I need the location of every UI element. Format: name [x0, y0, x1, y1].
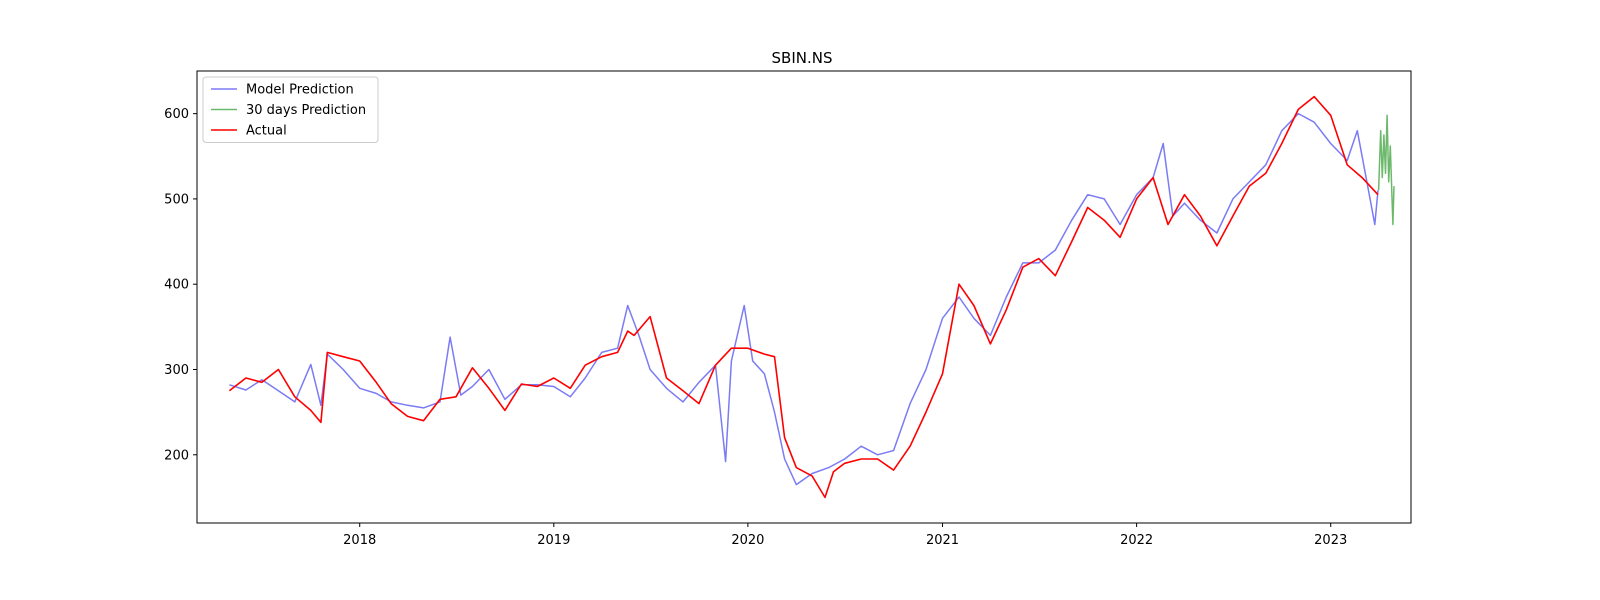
legend-box [202, 76, 379, 143]
y-tick-label: 400 [164, 278, 189, 293]
legend-label: Actual [246, 124, 287, 139]
x-tick-label: 2019 [537, 533, 570, 548]
x-tick-label: 2020 [731, 533, 764, 548]
series-line-30-days-prediction [1377, 114, 1395, 226]
series-line-actual [228, 95, 1379, 499]
axes-layer: 2018 2019 2020 2021 2022 2023 200 300 400 500 600 [164, 107, 1347, 548]
series-layer [228, 95, 1395, 499]
x-tick-label: 2022 [1120, 533, 1153, 548]
y-tick-label: 300 [164, 363, 189, 378]
x-tick-label: 2021 [926, 533, 959, 548]
y-tick-label: 200 [164, 448, 189, 463]
plot-frame [196, 70, 1412, 524]
series-line-model-prediction [229, 112, 1379, 486]
chart-title: SBIN.NS [772, 49, 833, 67]
x-tick-label: 2023 [1314, 533, 1347, 548]
y-tick-label: 500 [164, 192, 189, 207]
y-tick-label: 600 [164, 107, 189, 122]
legend-label: Model Prediction [246, 83, 354, 98]
x-tick-label: 2018 [343, 533, 376, 548]
legend-label: 30 days Prediction [246, 103, 366, 118]
legend: Model Prediction 30 days Prediction Actual [202, 76, 379, 143]
